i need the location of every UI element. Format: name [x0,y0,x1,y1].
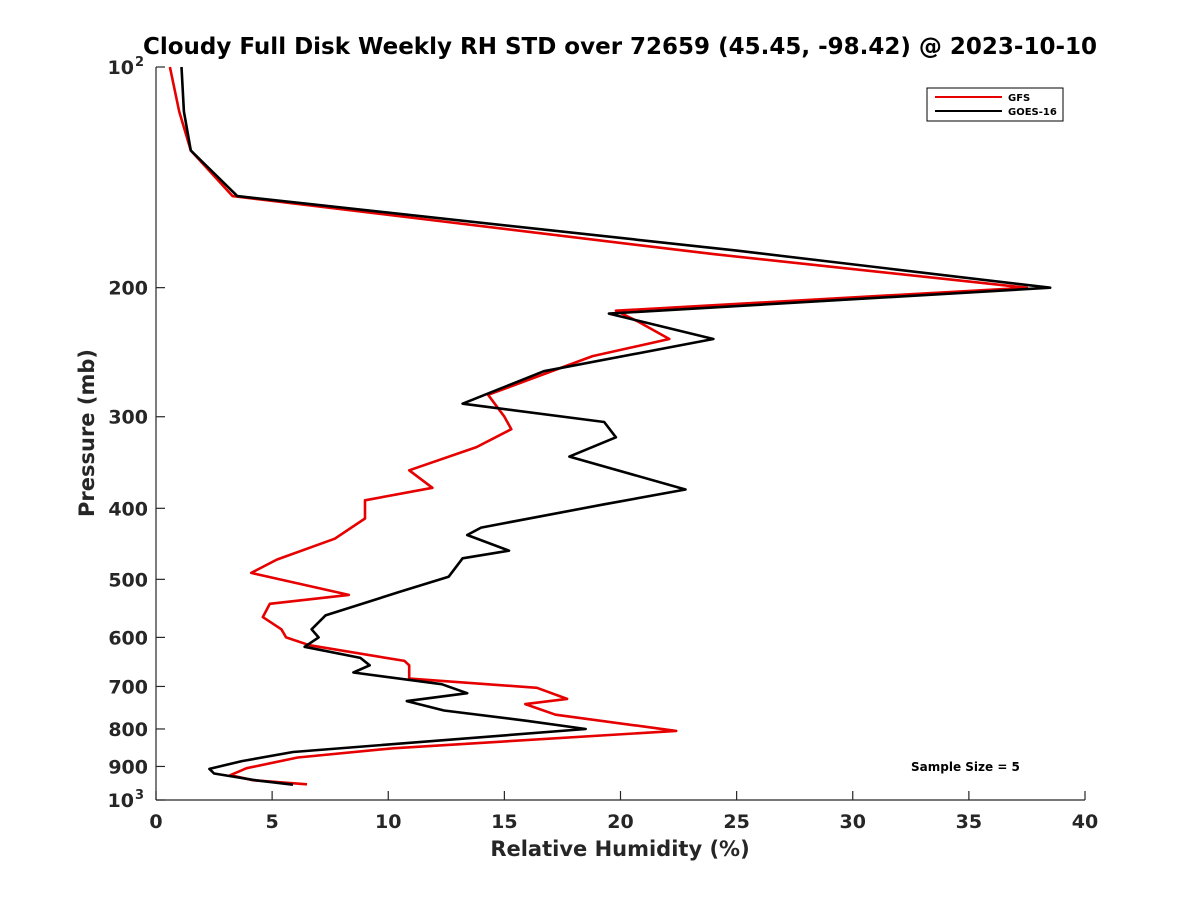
x-tick-label: 30 [840,811,866,833]
y-tick-label: 900 [108,756,148,778]
x-axis-label: Relative Humidity (%) [490,837,749,861]
y-tick-label: 600 [108,627,148,649]
y-axis-label: Pressure (mb) [75,349,99,517]
plot-area [156,67,1085,800]
x-tick-label: 5 [266,811,279,833]
y-tick-label: 400 [108,498,148,520]
series-line-goes-16 [180,66,1052,786]
x-tick-label: 15 [491,811,517,833]
chart-title: Cloudy Full Disk Weekly RH STD over 7265… [143,34,1097,60]
legend-box [926,87,1064,122]
x-axis-ticks: 0 5 10 15 20 25 30 35 40 [149,791,1098,833]
y-tick-label: 10 [108,57,134,79]
series-lines [168,66,1052,786]
y-tick-label: 500 [108,569,148,591]
x-tick-label: 40 [1072,811,1098,833]
y-tick-exponent: 3 [135,788,144,803]
y-tick-exponent: 2 [135,55,144,70]
legend: GFS GOES-16 [926,87,1064,122]
y-tick-label: 700 [108,676,148,698]
sample-size-annotation: Sample Size = 5 [911,760,1020,774]
legend-label-gfs: GFS [1008,93,1030,104]
x-tick-label: 10 [375,811,401,833]
x-tick-label: 35 [956,811,982,833]
legend-label-goes-16: GOES-16 [1008,107,1057,118]
x-tick-label: 25 [723,811,749,833]
x-tick-label: 20 [607,811,633,833]
y-tick-label: 300 [108,407,148,429]
y-tick-label: 800 [108,719,148,741]
y-tick-label: 10 [108,790,134,812]
x-tick-label: 0 [149,811,162,833]
y-tick-label: 200 [108,278,148,300]
